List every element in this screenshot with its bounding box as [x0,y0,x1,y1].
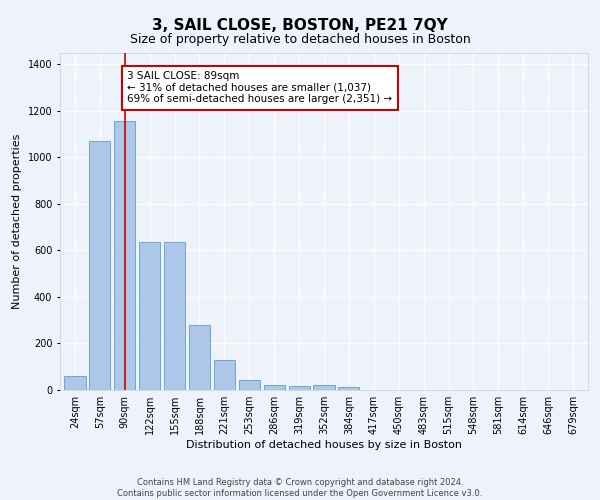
Bar [289,386,310,390]
Bar [89,142,110,390]
Bar [214,360,235,390]
Bar [114,121,136,390]
Bar [139,242,160,390]
Bar [64,376,86,390]
X-axis label: Distribution of detached houses by size in Boston: Distribution of detached houses by size … [186,440,462,450]
Bar [263,386,285,390]
Text: 3, SAIL CLOSE, BOSTON, PE21 7QY: 3, SAIL CLOSE, BOSTON, PE21 7QY [152,18,448,32]
Bar [313,386,335,390]
Bar [189,325,210,390]
Text: Size of property relative to detached houses in Boston: Size of property relative to detached ho… [130,32,470,46]
Bar [338,386,359,390]
Bar [164,242,185,390]
Text: Contains HM Land Registry data © Crown copyright and database right 2024.
Contai: Contains HM Land Registry data © Crown c… [118,478,482,498]
Y-axis label: Number of detached properties: Number of detached properties [12,134,22,309]
Text: 3 SAIL CLOSE: 89sqm
← 31% of detached houses are smaller (1,037)
69% of semi-det: 3 SAIL CLOSE: 89sqm ← 31% of detached ho… [127,71,392,104]
Bar [239,380,260,390]
